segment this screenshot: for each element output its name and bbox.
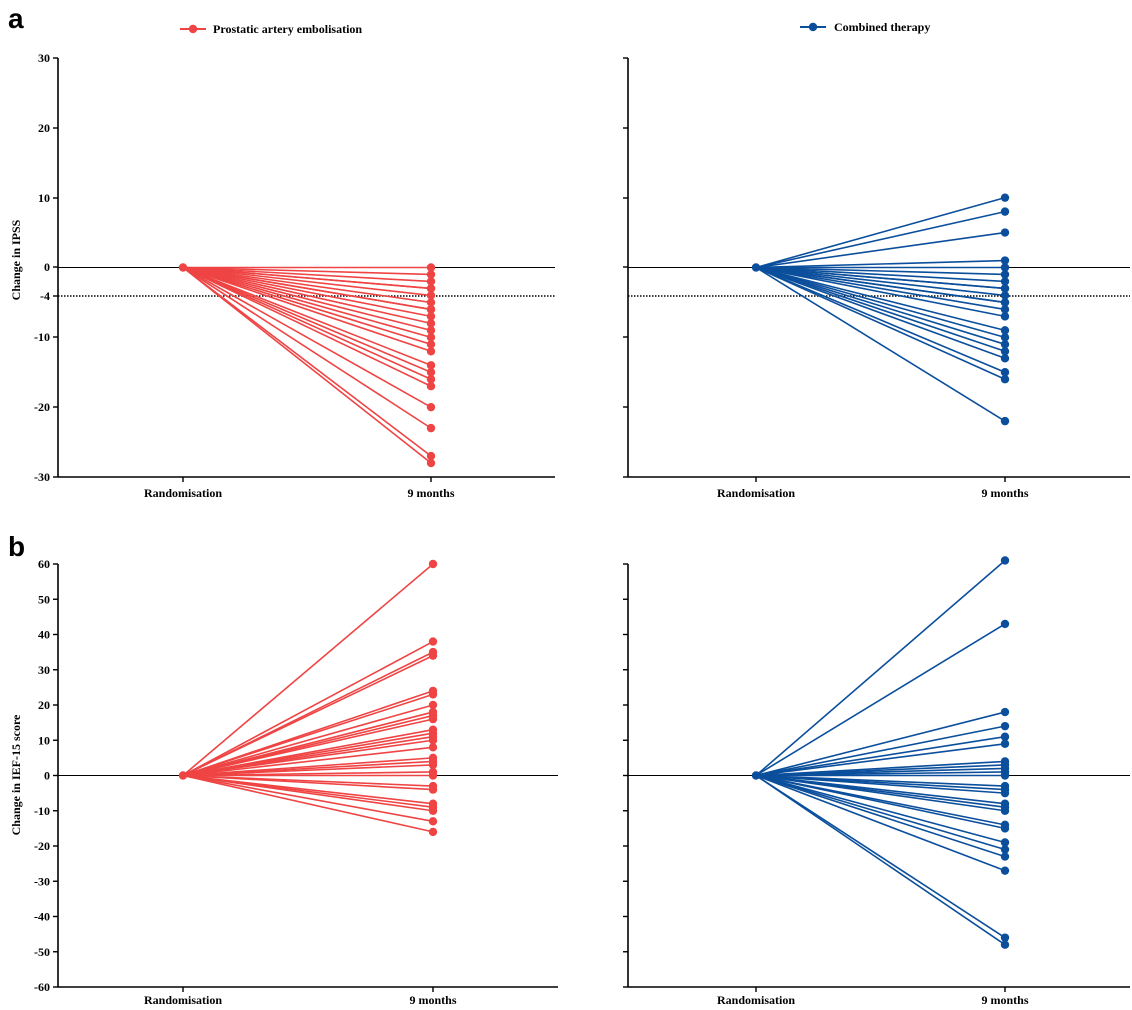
y-tick-label: 40 — [38, 628, 50, 642]
series-line — [183, 268, 431, 373]
data-point-9-months — [429, 828, 437, 836]
legend-pae: Prostatic artery embolisation — [180, 22, 362, 36]
x-tick-label: 9 months — [981, 993, 1028, 1007]
y-tick-label: -30 — [34, 874, 50, 888]
series-line — [756, 776, 1005, 843]
y-tick-label: 10 — [38, 191, 50, 205]
y-tick-label: -20 — [34, 839, 50, 853]
data-point-9-months — [1001, 941, 1009, 949]
x-tick-label: Randomisation — [717, 486, 795, 500]
y-tick-label: -10 — [34, 330, 50, 344]
x-tick-label: 9 months — [981, 486, 1028, 500]
data-point-9-months — [1001, 193, 1009, 201]
series-line — [756, 268, 1005, 331]
y-tick-label: -10 — [34, 804, 50, 818]
series-line — [756, 776, 1005, 850]
data-point-9-months — [1001, 740, 1009, 748]
legend-combined: Combined therapy — [800, 20, 930, 34]
data-point-9-months — [429, 743, 437, 751]
data-point-9-months — [1001, 354, 1009, 362]
data-point-9-months — [1001, 417, 1009, 425]
data-point-9-months — [1001, 722, 1009, 730]
data-point-randomisation — [179, 771, 187, 779]
y-tick-label: 60 — [38, 557, 50, 571]
y-tick-label: -4 — [40, 289, 50, 303]
chart-ipss-pae: 30 20 10 0 -4 -10 -20 -30 Randomisation 9 months C… — [9, 51, 555, 500]
data-point-9-months — [429, 651, 437, 659]
y-tick-label: -40 — [34, 910, 50, 924]
y-tick-label: 0 — [44, 769, 50, 783]
y-tick-label: -20 — [34, 400, 50, 414]
x-tick-label: Randomisation — [144, 993, 222, 1007]
y-tick-label: -50 — [34, 945, 50, 959]
data-point-9-months — [1001, 375, 1009, 383]
data-point-9-months — [429, 807, 437, 815]
y-tick-label: -30 — [34, 470, 50, 484]
data-point-9-months — [427, 403, 435, 411]
legend-label-pae: Prostatic artery embolisation — [213, 22, 362, 36]
series-line — [756, 624, 1005, 776]
panel-letter-a: a — [8, 3, 24, 34]
data-point-9-months — [1001, 771, 1009, 779]
legend-marker-combined — [809, 23, 817, 31]
x-tick-label: Randomisation — [144, 486, 222, 500]
x-tick-label: 9 months — [407, 486, 454, 500]
data-point-9-months — [1001, 852, 1009, 860]
y-tick-label: 50 — [38, 592, 50, 606]
chart-ief-combined: Randomisation 9 months — [623, 556, 1130, 1007]
panel-letter-b: b — [8, 531, 25, 562]
data-point-randomisation — [752, 263, 760, 271]
data-point-9-months — [427, 459, 435, 467]
series-line — [756, 268, 1005, 373]
y-tick-label: 20 — [38, 121, 50, 135]
data-point-9-months — [1001, 312, 1009, 320]
data-point-9-months — [427, 424, 435, 432]
data-point-9-months — [429, 690, 437, 698]
y-tick-label: -60 — [34, 980, 50, 994]
legend-marker-pae — [189, 25, 197, 33]
y-tick-label: 0 — [44, 260, 50, 274]
series-line — [183, 268, 431, 331]
data-point-9-months — [1001, 807, 1009, 815]
data-point-9-months — [429, 771, 437, 779]
data-point-9-months — [429, 637, 437, 645]
data-point-9-months — [1001, 207, 1009, 215]
y-axis-title: Change in IEF-15 score — [9, 714, 23, 835]
data-point-9-months — [1001, 556, 1009, 564]
y-tick-label: 30 — [38, 51, 50, 65]
series-line — [756, 198, 1005, 268]
data-point-randomisation — [752, 771, 760, 779]
data-point-9-months — [1001, 866, 1009, 874]
legend-label-combined: Combined therapy — [834, 20, 930, 34]
data-point-9-months — [1001, 824, 1009, 832]
data-point-9-months — [1001, 708, 1009, 716]
data-point-9-months — [429, 560, 437, 568]
data-point-9-months — [1001, 789, 1009, 797]
data-point-9-months — [427, 382, 435, 390]
series-line — [183, 747, 433, 775]
data-point-9-months — [427, 347, 435, 355]
data-point-9-months — [1001, 228, 1009, 236]
chart-ipss-combined: Randomisation 9 months — [623, 58, 1130, 500]
data-point-9-months — [429, 715, 437, 723]
series-line — [756, 212, 1005, 268]
y-tick-label: 10 — [38, 733, 50, 747]
data-point-9-months — [1001, 620, 1009, 628]
y-tick-label: 20 — [38, 698, 50, 712]
data-point-9-months — [429, 817, 437, 825]
x-tick-label: Randomisation — [717, 993, 795, 1007]
y-axis-title: Change in IPSS — [9, 219, 23, 300]
y-tick-label: 30 — [38, 663, 50, 677]
x-tick-label: 9 months — [409, 993, 456, 1007]
data-point-randomisation — [179, 263, 187, 271]
data-point-9-months — [429, 785, 437, 793]
chart-ief-pae: 60 50 40 30 20 10 0 -10 -20 -30 -40 -50 -60 Randomisa… — [9, 557, 558, 1007]
